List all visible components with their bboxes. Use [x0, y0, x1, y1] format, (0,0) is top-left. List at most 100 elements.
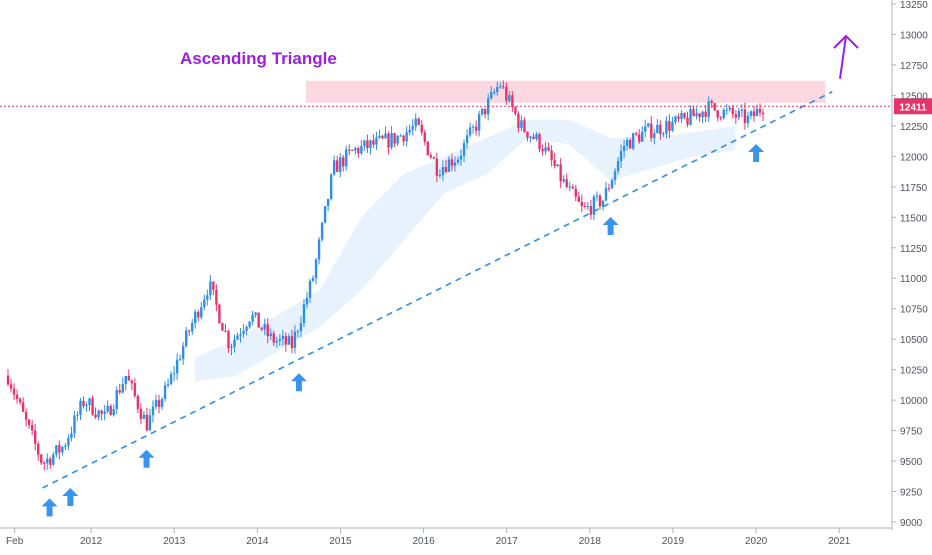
- candle-body: [248, 321, 251, 327]
- candle-body: [441, 167, 445, 175]
- candle-body: [535, 134, 538, 139]
- x-tick-label: 2018: [579, 536, 602, 547]
- x-tick-label: 2012: [80, 536, 103, 547]
- candle-body: [616, 161, 620, 172]
- y-tick-label: 9750: [900, 427, 923, 438]
- candle-body: [402, 135, 405, 142]
- candle-body: [130, 380, 134, 384]
- candle-body: [619, 151, 623, 162]
- candle-body: [589, 206, 593, 215]
- candle-body: [737, 110, 741, 118]
- candle-body: [583, 206, 587, 208]
- up-arrow-icon: [62, 487, 79, 506]
- candle-body: [393, 133, 396, 144]
- candle-body: [348, 149, 351, 151]
- candle-body: [148, 415, 152, 431]
- candle-body: [607, 188, 611, 190]
- candle-body: [360, 145, 363, 154]
- candle-body: [236, 335, 239, 340]
- candle-body: [157, 400, 161, 407]
- y-tick-label: 9000: [900, 518, 923, 529]
- candle-body: [547, 147, 550, 151]
- candle-body: [224, 330, 227, 332]
- candle-body: [550, 150, 553, 161]
- candle-body: [160, 398, 164, 407]
- candle-body: [260, 327, 263, 330]
- candle-body: [354, 148, 357, 151]
- candle-body: [200, 307, 203, 318]
- candle-body: [18, 398, 22, 403]
- candle-body: [390, 133, 393, 148]
- candle-body: [257, 312, 260, 328]
- candle-body: [6, 375, 10, 385]
- breakout-arrow-head: [833, 34, 859, 49]
- candle-body: [85, 405, 88, 407]
- candle-body: [465, 135, 469, 144]
- candle-body: [9, 384, 13, 389]
- candle-body: [209, 281, 212, 296]
- candle-body: [27, 419, 31, 426]
- candle-body: [426, 141, 429, 156]
- candle-body: [408, 129, 411, 133]
- candle-body: [417, 118, 420, 125]
- candle-body: [133, 383, 137, 396]
- candle-body: [227, 331, 230, 349]
- candle-body: [601, 200, 605, 207]
- candle-body: [604, 188, 608, 201]
- candle-body: [33, 430, 37, 444]
- candle-body: [73, 415, 76, 434]
- candle-body: [665, 121, 668, 134]
- candle-body: [740, 109, 744, 111]
- candle-body: [76, 414, 79, 416]
- candle-body: [142, 414, 146, 419]
- candle-body: [438, 174, 442, 176]
- candle-body: [634, 133, 638, 135]
- candle-body: [562, 179, 565, 182]
- candle-body: [586, 206, 590, 208]
- candle-body: [278, 338, 282, 341]
- candle-body: [91, 398, 94, 415]
- candle-body: [716, 110, 719, 118]
- candle-body: [598, 195, 602, 207]
- y-tick-label: 10750: [900, 305, 928, 316]
- x-tick-label: Feb: [6, 536, 24, 547]
- candle-body: [453, 162, 457, 166]
- candle-body: [121, 384, 124, 393]
- candle-body: [215, 289, 218, 305]
- candle-body: [245, 326, 248, 331]
- candle-body: [565, 179, 568, 187]
- candle-body: [178, 359, 182, 361]
- candle-body: [399, 135, 402, 137]
- candle-body: [758, 108, 762, 113]
- candle-body: [88, 398, 91, 406]
- candle-body: [631, 133, 635, 149]
- candle-body: [127, 375, 131, 381]
- candle-body: [197, 311, 200, 318]
- candle-body: [251, 314, 254, 322]
- candle-body: [505, 86, 508, 101]
- candle-body: [752, 111, 756, 117]
- candle-body: [692, 109, 695, 117]
- candle-body: [335, 160, 339, 172]
- y-tick-label: 12000: [900, 152, 928, 163]
- candle-body: [405, 132, 408, 142]
- up-arrow-icon: [602, 216, 619, 235]
- candle-body: [502, 86, 505, 88]
- candle-body: [725, 109, 728, 111]
- resistance-zone: [305, 80, 826, 103]
- candle-body: [30, 425, 34, 431]
- candle-body: [136, 395, 140, 409]
- support-trendline: [42, 91, 833, 489]
- candle-body: [731, 107, 735, 115]
- candle-body: [67, 438, 70, 446]
- candle-body: [490, 92, 493, 99]
- candle-body: [532, 136, 535, 139]
- candle-body: [15, 394, 19, 399]
- candle-body: [749, 111, 753, 116]
- candle-body: [230, 346, 233, 349]
- candle-body: [323, 205, 327, 223]
- up-arrow-icon: [748, 143, 765, 162]
- candle-body: [233, 339, 236, 347]
- candle-body: [477, 114, 481, 131]
